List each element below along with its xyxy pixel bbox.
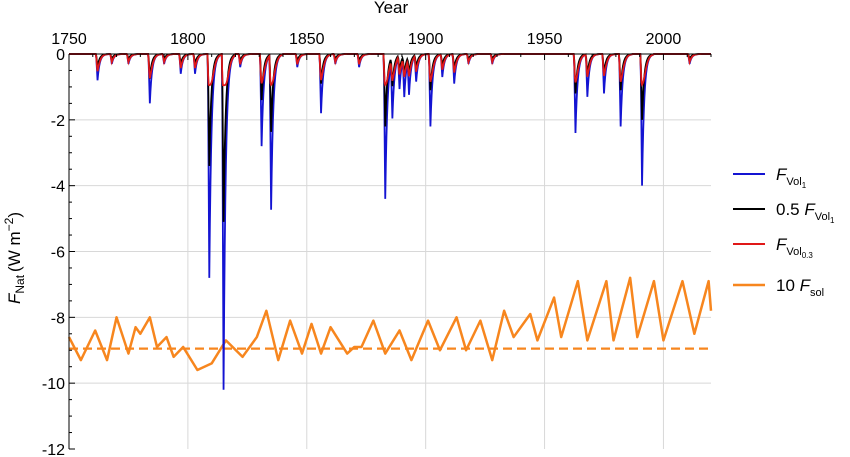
- series-line-vol03: [69, 53, 711, 87]
- series-layer: [67, 53, 713, 390]
- legend-label-sol-main: F: [800, 276, 812, 295]
- svg-text:FVol0.3: FVol0.3: [776, 235, 813, 260]
- legend-item-sol: 10 Fsol: [733, 276, 824, 299]
- svg-text:FNat(W m−2): FNat (W m−2): [2, 212, 27, 304]
- x-tick-label-1850: 1850: [289, 31, 325, 48]
- x-axis-title: Year: [374, 0, 409, 17]
- x-tick-label-1900: 1900: [408, 31, 444, 48]
- svg-text:10 Fsol: 10 Fsol: [776, 276, 824, 299]
- y-tick-label--2: -2: [51, 113, 65, 130]
- y-axis-title-units: (W m: [5, 231, 24, 272]
- x-tick-label-1800: 1800: [170, 31, 206, 48]
- svg-text:0.5 FVol1: 0.5 FVol1: [776, 200, 835, 225]
- ticks-layer: 1750 1800 1850 1900 1950 2000 0 -2 -4 -6 -8 -10 -12: [42, 31, 712, 457]
- legend: FVol1 0.5 FVol1 FVol0.3 10 Fsol: [733, 165, 835, 299]
- y-tick-label--12: -12: [42, 442, 65, 457]
- legend-label-vol1-main: F: [776, 165, 788, 184]
- x-tick-label-2000: 2000: [646, 31, 682, 48]
- grid-lines: [69, 54, 711, 449]
- legend-item-vol-half: 0.5 FVol1: [733, 200, 835, 225]
- legend-item-vol03: FVol0.3: [733, 235, 813, 260]
- y-axis-title: FNat (W m−2): [2, 212, 27, 304]
- y-tick-label--6: -6: [51, 245, 65, 262]
- series-line-solar: [67, 276, 713, 372]
- x-tick-label-1750: 1750: [51, 31, 87, 48]
- x-tick-label-1950: 1950: [527, 31, 563, 48]
- y-tick-label--8: -8: [51, 310, 65, 327]
- legend-label-vol-half-main: F: [804, 200, 816, 219]
- y-axis-title-exp: −2: [2, 217, 16, 231]
- legend-item-vol1: FVol1: [733, 165, 807, 190]
- series-line-vol-half: [69, 53, 711, 222]
- svg-text:FVol1: FVol1: [776, 165, 807, 190]
- y-axis-title-sub: Nat: [13, 274, 27, 293]
- y-tick-label--10: -10: [42, 376, 65, 393]
- y-tick-label--4: -4: [51, 179, 65, 196]
- legend-label-vol03-main: F: [776, 235, 788, 254]
- y-axis-title-close: ): [5, 212, 24, 218]
- y-axis-title-main: F: [5, 292, 24, 304]
- y-tick-label-0: 0: [56, 47, 65, 64]
